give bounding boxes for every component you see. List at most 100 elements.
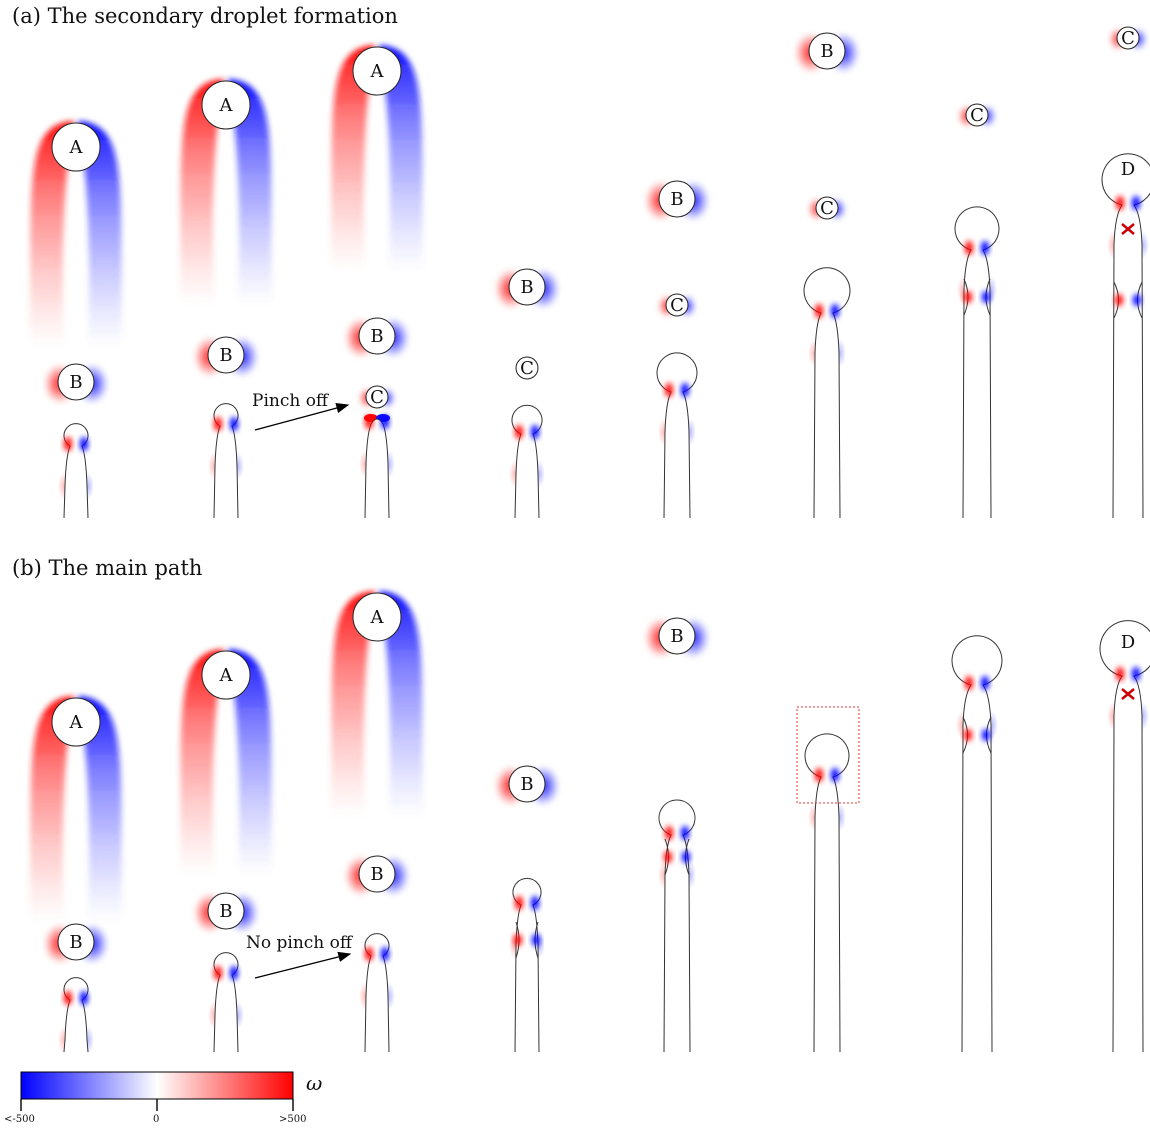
no-pinch-off-arrow [254,951,352,979]
frame-b-4-neck-negative [531,896,539,910]
frame-b-1-droplet-B [57,923,95,961]
frame-a-2-neck-negative [230,417,238,431]
frame-a-4-jet-interface [511,404,543,519]
frame-b-1-wake-negative [78,696,122,922]
frame-b-3-droplet-A [352,592,402,642]
frame-b-1-wake-positive [30,696,74,922]
frame-b-2-neck-negative [230,966,238,980]
frame-a-7-second-neck-positive [964,291,972,303]
frame-a-6-droplet-B [808,32,846,70]
frame-a-5-droplet-label-B: B [670,189,683,210]
frame-a-8-second-neck-positive [1115,294,1123,306]
frame-a-5-neck-negative [681,383,689,397]
frame-a-8-second-neck-negative [1133,294,1141,306]
frame-a-4-droplet-B [508,268,546,306]
frame-a-8: CD [1101,26,1150,519]
frame-a-2-droplet-B [207,336,245,374]
frame-a-2-droplet-A [201,80,251,130]
frame-b-3-wake-negative [379,591,423,817]
frame-b-5-droplet-label-B: B [670,626,683,647]
frame-a-2-neck-positive [214,417,222,431]
frame-a-2-droplet-label-B: B [219,345,232,366]
frame-a-3-droplet-label-B: B [370,326,383,347]
frame-a-3-neck-negative [381,415,389,429]
frame-a-3-jet-interface [364,418,390,519]
frame-b-7-neck-positive [965,676,973,690]
frame-a-4-droplet-C [515,356,539,380]
frame-a-1-neck-positive [64,437,72,451]
frame-a-6-jet-interface [803,267,851,519]
frame-a-6-neck-negative [831,304,839,318]
frame-a-5-neck-positive [665,383,673,397]
frame-b-3-droplet-label-A: A [370,607,385,628]
frame-a-3-droplet-label-A: A [370,61,385,82]
frame-a-6-droplet-label-B: B [820,41,833,62]
frame-a-8-jet-interface [1101,153,1150,519]
frame-b-6-neck-negative [831,768,839,782]
frame-b-8: D [1099,620,1150,1053]
frame-b-4-droplet-B [508,765,546,803]
frame-b-7-neck-negative [981,676,989,690]
frame-a-7-neck-positive [965,241,973,255]
frame-a-8-cross-vortex [1121,223,1135,235]
frame-b-8-cross-vortex [1121,688,1135,700]
pinch-off-annotation: Pinch off [252,391,350,431]
pinch-off-arrow [254,403,350,431]
frame-b-1-droplet-label-B: B [69,932,82,953]
frame-b-3-droplet-B [358,855,396,893]
frame-b-7 [951,635,1003,1053]
frame-a-1-droplet-label-B: B [69,372,82,393]
frame-a-7-jet-interface [954,206,1000,519]
frame-b-8-neck-negative [1132,667,1140,681]
frame-a-3-wake-positive [331,45,375,271]
frame-b-8-jet-interface [1099,620,1150,1053]
frame-a-3: C B A [331,45,423,519]
frame-a-7: C [954,103,1000,519]
frame-a-3-droplet-C [365,385,389,409]
frame-a-7-second-neck-negative [982,291,990,303]
frame-a-8-neck-positive [1116,196,1124,210]
pinch-off-label: Pinch off [252,391,330,411]
frame-b-6-neck-positive [815,768,823,782]
frame-a-4-droplet-label-B: B [520,277,533,298]
frame-a-4-droplet-label-C: C [520,358,534,379]
frame-a-2-wake-negative [228,79,272,305]
frame-b-8-label-D: D [1121,632,1135,653]
frame-b-2-droplet-label-A: A [219,665,234,686]
frame-a-4-neck-positive [515,425,523,439]
frame-a-8-neck-negative [1132,196,1140,210]
frame-a-1: BA [30,121,122,519]
colorbar [20,1071,294,1111]
frame-b-5-droplet-B [658,617,696,655]
frame-b-7-second-neck-positive [964,729,972,741]
frame-a-4-neck-negative [531,425,539,439]
frame-a-1-droplet-A [51,122,101,172]
frame-a-8-droplet-C [1116,26,1140,50]
frame-a-8-droplet-label-C: C [1121,28,1135,49]
frame-b-7-jet-interface [951,635,1003,1053]
frame-b-6-highlight-box [796,706,860,804]
frame-b-2-droplet-B [207,892,245,930]
frame-b-2-wake-negative [228,649,272,875]
frame-b-5-second-neck-positive [664,851,672,863]
frame-b-5-neck-positive [665,826,673,840]
frame-a-6-droplet-C [815,196,839,220]
frame-b-5-neck-negative [681,826,689,840]
frame-a-5: CB [644,180,710,519]
no-pinch-off-annotation: No pinch off [246,933,354,979]
frame-b-4: B [494,765,560,1053]
colorbar-tick-label-max: >500 [279,1114,307,1125]
frame-a-2-wake-positive [180,79,224,305]
frame-b-2-wake-positive [180,649,224,875]
frame-a-5-droplet-C [665,293,689,317]
frame-a-6-droplet-label-C: C [820,198,834,219]
frame-b-3: BA [331,591,423,1053]
frame-b-4-jet-interface [512,877,542,1053]
frame-b-7-second-neck-negative [982,729,990,741]
frame-b-5-second-neck-negative [682,851,690,863]
frame-b-5: B [644,617,710,1053]
frame-b-2-droplet-label-B: B [219,901,232,922]
frame-b-2-neck-positive [214,966,222,980]
